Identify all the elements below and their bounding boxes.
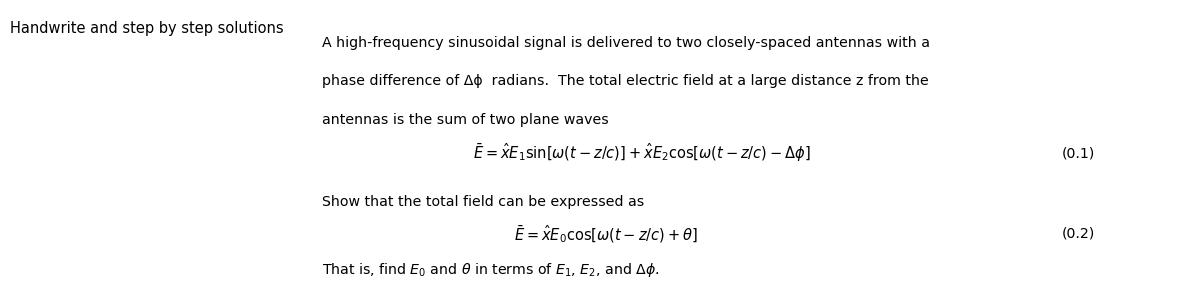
Text: $\bar{E}=\hat{x}E_1\sin\!\left[\omega(t-z/c)\right]+\hat{x}E_2\cos\!\left[\omega: $\bar{E}=\hat{x}E_1\sin\!\left[\omega(t-…	[473, 142, 811, 164]
Text: (0.1): (0.1)	[1062, 147, 1096, 160]
Text: phase difference of Δϕ  radians.  The total electric field at a large distance z: phase difference of Δϕ radians. The tota…	[322, 74, 929, 89]
Text: Show that the total field can be expressed as: Show that the total field can be express…	[322, 195, 644, 209]
Text: antennas is the sum of two plane waves: antennas is the sum of two plane waves	[322, 113, 608, 127]
Text: Handwrite and step by step solutions: Handwrite and step by step solutions	[10, 21, 283, 36]
Text: A high-frequency sinusoidal signal is delivered to two closely-spaced antennas w: A high-frequency sinusoidal signal is de…	[322, 36, 930, 50]
Text: That is, find $E_0$ and $\theta$ in terms of $E_1$, $E_2$, and $\Delta\phi$.: That is, find $E_0$ and $\theta$ in term…	[322, 261, 659, 279]
Text: (0.2): (0.2)	[1062, 227, 1096, 241]
Text: $\bar{E}=\hat{x}E_0\cos\!\left[\omega(t-z/c)+\theta\right]$: $\bar{E}=\hat{x}E_0\cos\!\left[\omega(t-…	[514, 223, 698, 245]
